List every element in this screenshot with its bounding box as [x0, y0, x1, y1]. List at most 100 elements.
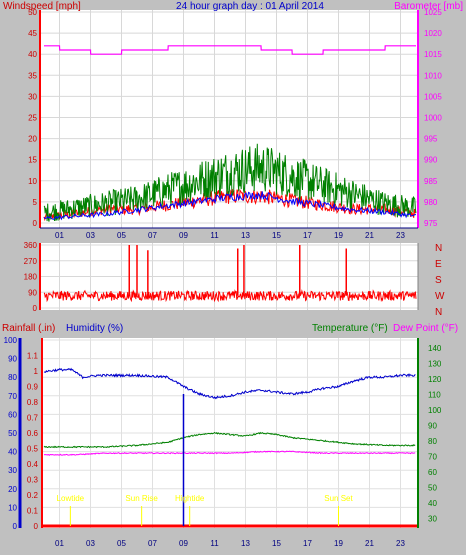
windspeed-axis-title: Windspeed [mph]	[3, 1, 81, 12]
direction-tick-label: 360	[24, 241, 38, 250]
barometer-tick-label: 1015	[424, 50, 442, 59]
hour-tick-label: 23	[396, 231, 405, 240]
temperature-tick-label: 130	[428, 359, 442, 368]
barometer-axis-title: Barometer [mb]	[394, 1, 463, 12]
windspeed-tick-label: 5	[33, 198, 38, 207]
temperature-tick-label: 120	[428, 375, 442, 384]
wind-plot-series	[43, 45, 417, 222]
compass-label: S	[435, 275, 442, 286]
direction-plot-series	[43, 245, 417, 303]
event-label: Sun Rise	[125, 494, 158, 503]
humidity-tick-label: 90	[8, 355, 17, 364]
barometer-tick-label: 1005	[424, 92, 442, 101]
rainfall-tick-label: 1	[34, 367, 39, 376]
barometer-line	[44, 45, 416, 55]
windspeed-tick-label: 25	[28, 114, 37, 123]
hour-tick-label: 05	[117, 231, 126, 240]
event-label: Hightide	[175, 494, 205, 503]
humidity-tick-label: 60	[8, 410, 17, 419]
temperature-tick-label: 90	[428, 421, 437, 430]
windspeed-tick-label: 45	[28, 29, 37, 38]
barometer-tick-label: 1025	[424, 8, 442, 17]
rainfall-tick-label: 0.6	[27, 429, 39, 438]
barometer-tick-label: 995	[424, 135, 438, 144]
hour-tick-label: 17	[303, 231, 312, 240]
humidity-tick-label: 40	[8, 448, 17, 457]
hour-tick-label: 21	[365, 231, 374, 240]
wind-average-blue-line	[43, 191, 416, 221]
barometer-tick-label: 985	[424, 177, 438, 186]
humidity-axis-title: Humidity (%)	[66, 323, 123, 334]
rainfall-tick-label: 0.8	[27, 398, 39, 407]
rainfall-tick-label: 0.2	[27, 491, 39, 500]
direction-tick-label: 180	[24, 273, 38, 282]
direction-tick-label: 0	[33, 304, 38, 313]
direction-tick-label: 270	[24, 257, 38, 266]
hour-tick-label: 03	[86, 539, 95, 548]
temperature-tick-label: 70	[428, 452, 437, 461]
windspeed-tick-label: 10	[28, 177, 37, 186]
hour-tick-label: 09	[179, 539, 188, 548]
event-label: Sun Set	[324, 494, 353, 503]
event-label: Lowtide	[57, 494, 85, 503]
windspeed-tick-label: 35	[28, 71, 37, 80]
hour-tick-label: 07	[148, 539, 157, 548]
temperature-tick-label: 110	[428, 390, 441, 399]
rainfall-tick-label: 0.9	[27, 383, 39, 392]
humidity-tick-label: 0	[13, 522, 18, 531]
hour-tick-label: 15	[272, 231, 281, 240]
rainfall-tick-label: 0.7	[27, 414, 39, 423]
hour-tick-label: 19	[334, 539, 343, 548]
hour-tick-label: 17	[303, 539, 312, 548]
direction-tick-label: 90	[28, 288, 37, 297]
temperature-tick-label: 140	[428, 344, 442, 353]
wind-direction-line	[43, 289, 417, 303]
hour-tick-label: 07	[148, 231, 157, 240]
hour-tick-label: 21	[365, 539, 374, 548]
climate-plot-axes: 010203040506070809010000.10.20.30.40.50.…	[4, 336, 442, 548]
rainfall-tick-label: 1.1	[27, 352, 39, 361]
compass-label: N	[435, 307, 442, 318]
rainfall-tick-label: 0.4	[27, 460, 39, 469]
compass-label: N	[435, 243, 442, 254]
wind-plot-axes: 0 975 5 980 10 985 15 990 20 995 25 1000 30 1005 35 101…	[28, 8, 442, 240]
barometer-tick-label: 1020	[424, 29, 442, 38]
rainfall-tick-label: 0.3	[27, 476, 39, 485]
barometer-tick-label: 990	[424, 156, 438, 165]
compass-label: E	[435, 259, 442, 270]
temperature-tick-label: 30	[428, 514, 437, 523]
temperature-tick-label: 60	[428, 468, 437, 477]
hour-tick-label: 05	[117, 539, 126, 548]
humidity-tick-label: 80	[8, 373, 17, 382]
hour-tick-label: 11	[210, 231, 219, 240]
temperature-line	[43, 431, 416, 449]
humidity-tick-label: 50	[8, 429, 17, 438]
windspeed-tick-label: 15	[28, 156, 37, 165]
hour-tick-label: 01	[55, 539, 64, 548]
temperature-tick-label: 40	[428, 499, 437, 508]
barometer-tick-label: 1010	[424, 71, 442, 80]
windspeed-tick-label: 40	[28, 50, 37, 59]
humidity-tick-label: 70	[8, 392, 17, 401]
rainfall-axis-title: Rainfall (.in)	[2, 323, 55, 334]
hour-tick-label: 13	[241, 539, 250, 548]
rainfall-tick-label: 0.1	[27, 507, 39, 516]
dewpoint-axis-title: Dew Point (°F)	[393, 323, 458, 334]
temperature-axis-title: Temperature (°F)	[312, 323, 388, 334]
rainfall-tick-label: 0.5	[27, 445, 39, 454]
temperature-tick-label: 50	[428, 483, 437, 492]
hour-tick-label: 01	[55, 231, 64, 240]
rainfall-tick-label: 0	[34, 522, 39, 531]
barometer-tick-label: 975	[424, 219, 438, 228]
climate-plot-series: Lowtide Sun Rise Hightide Sun Set	[42, 367, 418, 528]
barometer-tick-label: 1000	[424, 114, 442, 123]
humidity-line	[43, 367, 416, 400]
windspeed-tick-label: 20	[28, 135, 37, 144]
windspeed-tick-label: 30	[28, 92, 37, 101]
temperature-tick-label: 100	[428, 406, 442, 415]
windspeed-tick-label: 0	[33, 219, 38, 228]
humidity-tick-label: 10	[8, 503, 17, 512]
hour-tick-label: 13	[241, 231, 250, 240]
